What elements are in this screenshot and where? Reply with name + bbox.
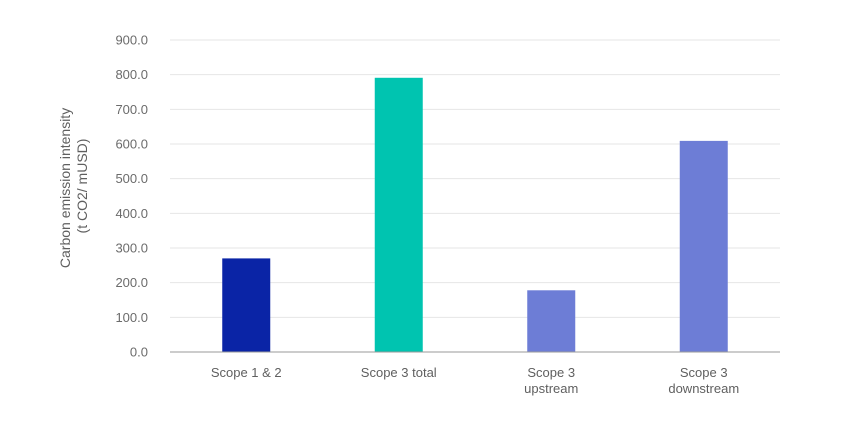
x-category-label: Scope 3 total <box>361 365 437 380</box>
y-tick-label: 400.0 <box>115 206 148 221</box>
y-tick-label: 100.0 <box>115 310 148 325</box>
y-axis-title-line-1: Carbon emission intensity <box>57 108 73 268</box>
y-tick-label: 0.0 <box>130 345 148 360</box>
bar <box>679 140 728 352</box>
x-category-label: Scope 3 upstream <box>524 365 578 396</box>
x-axis-categories: Scope 1 & 2 Scope 3 total Scope 3 upstream S… <box>211 365 739 396</box>
gridlines <box>170 39 780 318</box>
y-tick-label: 900.0 <box>115 33 148 48</box>
y-axis-ticks: 0.0 100.0 200.0 300.0 400.0 500.0 600.0 700.0 80… <box>115 33 148 360</box>
y-axis-title-line-2: (t CO2/ mUSD) <box>74 139 90 234</box>
bar <box>222 258 271 352</box>
y-tick-label: 800.0 <box>115 67 148 82</box>
y-tick-label: 600.0 <box>115 137 148 152</box>
y-axis-title: Carbon emission intensity (t CO2/ mUSD) <box>57 104 90 268</box>
x-category-label: Scope 3 downstream <box>668 365 739 396</box>
y-tick-label: 200.0 <box>115 275 148 290</box>
x-category-label: Scope 1 & 2 <box>211 365 282 380</box>
y-tick-label: 300.0 <box>115 241 148 256</box>
bar <box>374 77 423 352</box>
y-tick-label: 700.0 <box>115 102 148 117</box>
bars <box>222 77 728 352</box>
y-tick-label: 500.0 <box>115 171 148 186</box>
bar <box>527 290 576 352</box>
